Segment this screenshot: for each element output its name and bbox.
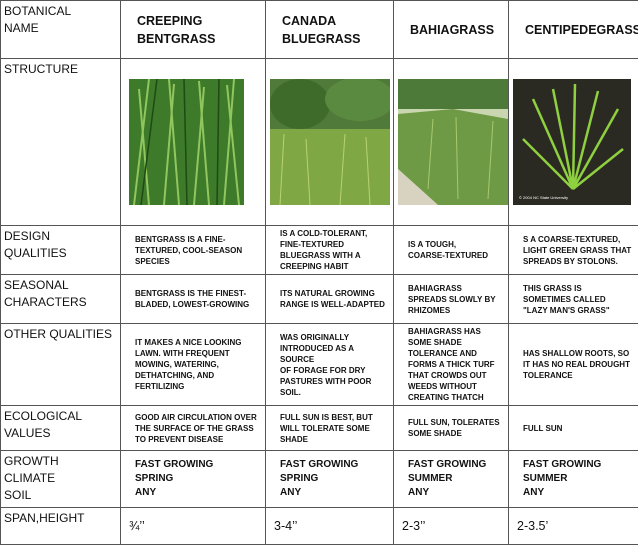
column-header: BAHIAGRASS bbox=[394, 1, 509, 59]
column-header: CENTIPEDEGRASS bbox=[509, 1, 638, 59]
table-cell: BAHIAGRASS HAS SOME SHADE TOLERANCE AND … bbox=[394, 324, 509, 406]
table-cell: BENTGRASS IS A FINE-TEXTURED, COOL-SEASO… bbox=[121, 226, 266, 275]
row-label: GROWTH CLIMATE SOIL bbox=[1, 451, 121, 508]
table-cell: FAST GROWING SPRING ANY bbox=[121, 451, 266, 508]
table-cell: THIS GRASS IS SOMETIMES CALLED "LAZY MAN… bbox=[509, 275, 638, 324]
row-label: DESIGN QUALITIES bbox=[1, 226, 121, 275]
structure-row: STRUCTURE bbox=[1, 59, 638, 226]
row-label: OTHER QUALITIES bbox=[1, 324, 121, 406]
table-cell: FAST GROWING SPRING ANY bbox=[266, 451, 394, 508]
row-label: ECOLOGICAL VALUES bbox=[1, 406, 121, 451]
centipedegrass-photo: © 2004 NC State University bbox=[513, 79, 631, 205]
table-cell: 2-3’’ bbox=[394, 508, 509, 545]
column-header: CANADA BLUEGRASS bbox=[266, 1, 394, 59]
table-cell: BENTGRASS IS THE FINEST-BLADED, LOWEST-G… bbox=[121, 275, 266, 324]
table-cell: FAST GROWING SUMMER ANY bbox=[394, 451, 509, 508]
table-cell: FULL SUN IS BEST, BUT WILL TOLERATE SOME… bbox=[266, 406, 394, 451]
photo-cell bbox=[266, 59, 394, 226]
bentgrass-photo bbox=[129, 79, 244, 205]
table-cell: ¾’’ bbox=[121, 508, 266, 545]
table-cell: IT MAKES A NICE LOOKING LAWN. WITH FREQU… bbox=[121, 324, 266, 406]
table-cell: FULL SUN bbox=[509, 406, 638, 451]
table-cell: S A COARSE-TEXTURED, LIGHT GREEN GRASS T… bbox=[509, 226, 638, 275]
table-cell: FAST GROWING SUMMER ANY bbox=[509, 451, 638, 508]
bahiagrass-photo bbox=[398, 79, 508, 205]
photo-caption: © 2004 NC State University bbox=[519, 195, 568, 200]
row-label: BOTANICAL NAME bbox=[1, 1, 121, 59]
photo-cell bbox=[394, 59, 509, 226]
table-cell: 2-3.5’ bbox=[509, 508, 638, 545]
row-label: SEASONAL CHARACTERS bbox=[1, 275, 121, 324]
bluegrass-photo bbox=[270, 79, 390, 205]
row-label: STRUCTURE bbox=[1, 59, 121, 226]
table-cell: FULL SUN, TOLERATES SOME SHADE bbox=[394, 406, 509, 451]
table-cell: GOOD AIR CIRCULATION OVER THE SURFACE OF… bbox=[121, 406, 266, 451]
row-label: SPAN,HEIGHT bbox=[1, 508, 121, 545]
column-header: CREEPING BENTGRASS bbox=[121, 1, 266, 59]
table-cell: IS A TOUGH, COARSE-TEXTURED bbox=[394, 226, 509, 275]
table-cell: HAS SHALLOW ROOTS, SO IT HAS NO REAL DRO… bbox=[509, 324, 638, 406]
table-cell: WAS ORIGINALLY INTRODUCED AS A SOURCE OF… bbox=[266, 324, 394, 406]
table-cell: IS A COLD-TOLERANT, FINE-TEXTURED BLUEGR… bbox=[266, 226, 394, 275]
photo-cell: © 2004 NC State University bbox=[509, 59, 638, 226]
table-cell: BAHIAGRASS SPREADS SLOWLY BY RHIZOMES bbox=[394, 275, 509, 324]
photo-cell bbox=[121, 59, 266, 226]
table-cell: 3-4’’ bbox=[266, 508, 394, 545]
table-cell: ITS NATURAL GROWING RANGE IS WELL-ADAPTE… bbox=[266, 275, 394, 324]
